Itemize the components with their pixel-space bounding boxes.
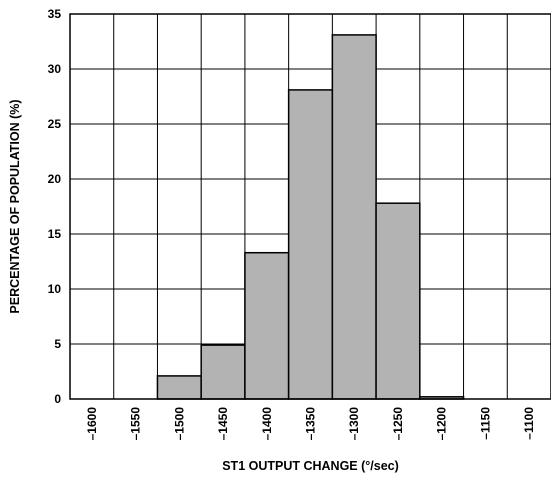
y-tick-label: 0 (54, 392, 61, 406)
histogram-bar (200, 344, 246, 400)
x-tick-label: –1200 (435, 407, 449, 441)
histogram-bar (331, 34, 377, 400)
y-tick-label: 30 (48, 62, 62, 76)
histogram-bar (244, 251, 290, 400)
x-tick-label: –1350 (304, 407, 318, 441)
y-tick-label: 10 (48, 282, 62, 296)
y-tick-label: 15 (48, 227, 62, 241)
x-tick-label: –1500 (172, 407, 186, 441)
x-tick-label: –1450 (216, 407, 230, 441)
x-tick-label: –1400 (260, 407, 274, 441)
x-tick-label: –1150 (478, 407, 492, 440)
y-tick-label: 20 (48, 172, 62, 186)
histogram-bar (287, 89, 334, 400)
x-tick-label: –1250 (391, 407, 405, 441)
histogram-bar (375, 202, 421, 400)
y-axis-ticks: 0 5 10 15 20 25 30 35 (48, 7, 62, 406)
x-axis-title: ST1 OUTPUT CHANGE (°/sec) (222, 459, 399, 473)
y-axis-title: PERCENTAGE OF POPULATION (%) (8, 99, 22, 313)
x-tick-label: –1100 (522, 407, 536, 440)
y-tick-label: 35 (48, 7, 62, 21)
x-axis-ticks: –1600 –1550 –1500 –1450 –1400 –1350 –1300 –1250… (85, 407, 536, 441)
bars (156, 34, 465, 400)
x-tick-label: –1550 (129, 407, 143, 441)
x-tick-label: –1300 (347, 407, 361, 441)
y-tick-label: 5 (54, 337, 61, 351)
y-tick-label: 25 (48, 117, 62, 131)
plot-frame (69, 13, 551, 400)
x-tick-label: –1600 (85, 407, 99, 441)
histogram-bar (156, 375, 202, 400)
